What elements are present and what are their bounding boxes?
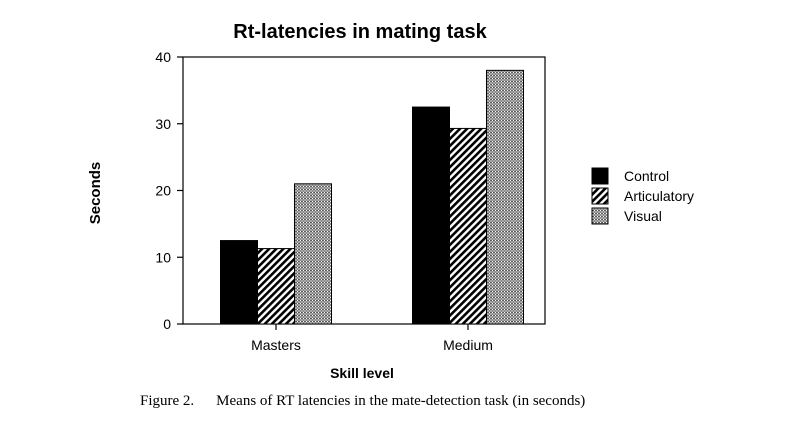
x-tick-label: Masters [251, 337, 301, 353]
legend-swatch-articulatory [591, 187, 609, 205]
bars [220, 69, 524, 325]
y-tick-label: 0 [163, 316, 171, 332]
legend-swatch-visual [591, 207, 609, 225]
bar-medium-visual [486, 69, 524, 325]
legend: Control Articulatory Visual [591, 167, 694, 225]
y-tick-label: 30 [155, 116, 171, 132]
bar-medium-control [412, 106, 450, 325]
y-tick-label: 10 [155, 249, 171, 265]
x-axis-label: Skill level [330, 365, 394, 381]
chart-title: Rt-latencies in mating task [233, 21, 487, 43]
caption-text: Means of RT latencies in the mate-detect… [216, 393, 586, 409]
legend-label-articulatory: Articulatory [624, 188, 694, 204]
x-axis-ticks: Masters Medium [251, 324, 493, 353]
caption-number: Figure 2. [140, 393, 195, 409]
bar-masters-articulatory [257, 248, 295, 325]
bar-masters-visual [294, 183, 332, 325]
figure-caption: Figure 2. Means of RT latencies in the ma… [140, 393, 780, 410]
y-axis-ticks: 0 10 20 30 40 [155, 49, 183, 332]
y-tick-label: 20 [155, 183, 171, 199]
y-axis-label: Seconds [87, 162, 104, 225]
bar-medium-articulatory [449, 127, 487, 325]
x-tick-label: Medium [443, 337, 493, 353]
legend-label-control: Control [624, 168, 669, 184]
y-tick-label: 40 [155, 49, 171, 65]
bar-masters-control [220, 240, 258, 325]
legend-label-visual: Visual [624, 208, 662, 224]
legend-swatch-control [591, 167, 609, 185]
